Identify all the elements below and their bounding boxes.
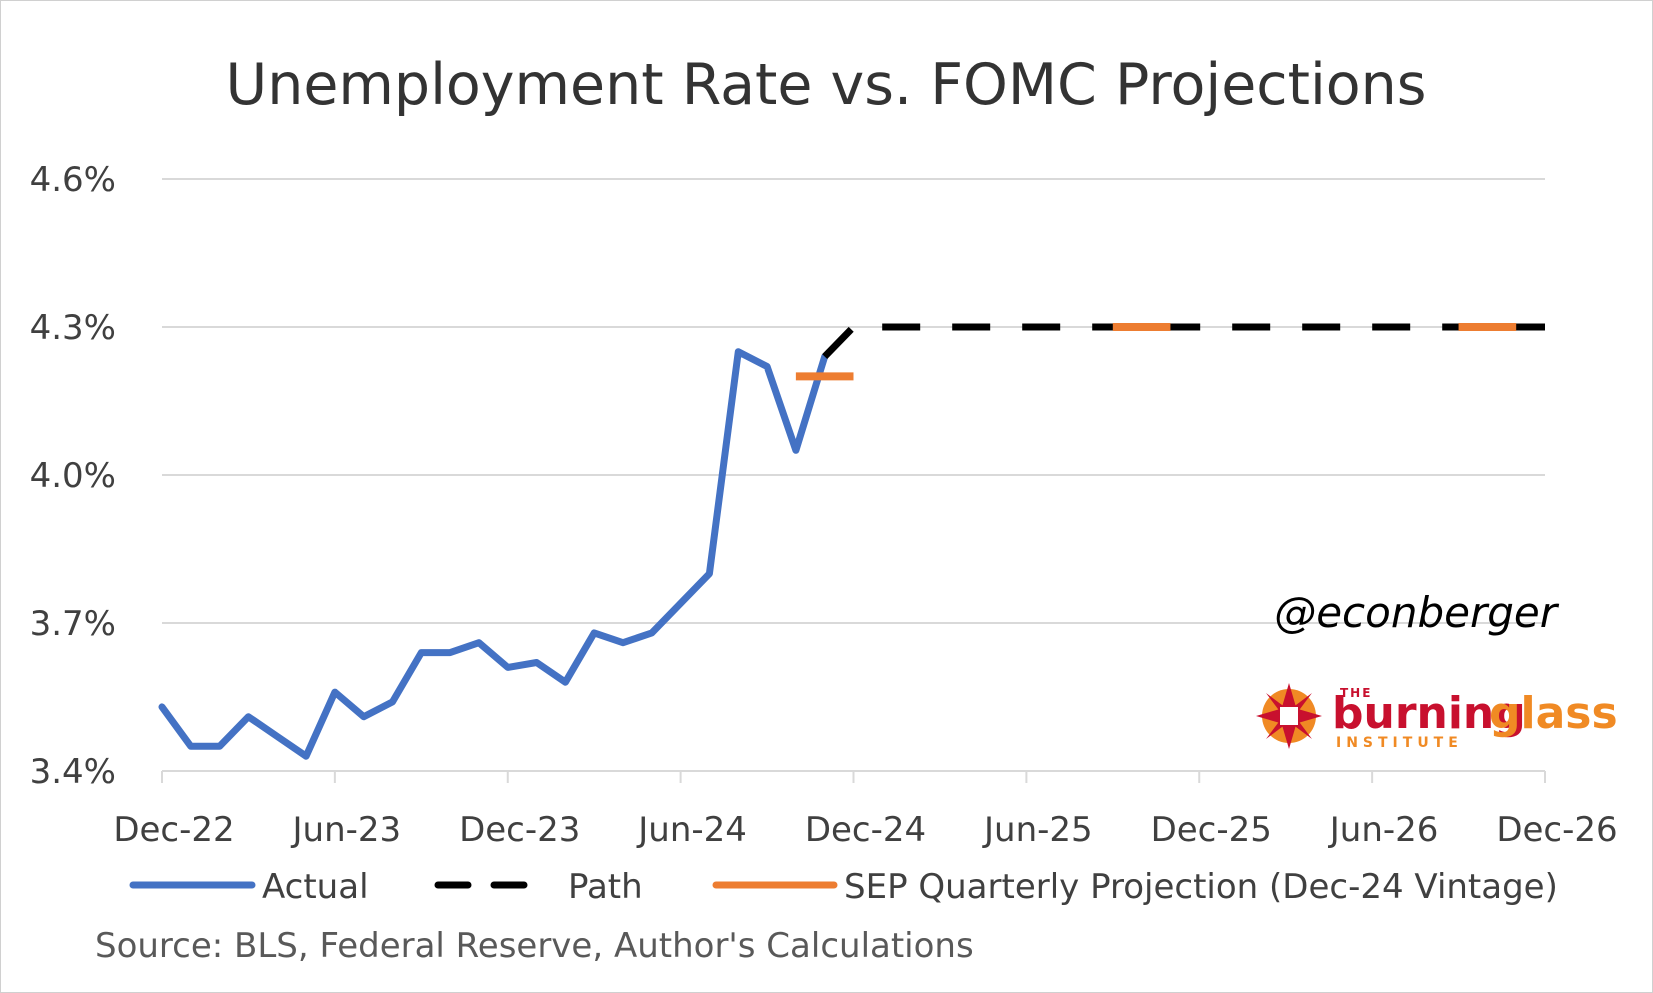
chart-title: Unemployment Rate vs. FOMC Projections [225, 52, 1426, 118]
logo-burning-text: burning [1332, 688, 1526, 739]
x-tick-label: Dec-24 [805, 810, 926, 850]
logo-the-text: THE [1340, 686, 1372, 700]
logo-institute-text: INSTITUTE [1336, 735, 1463, 751]
legend: Actual Path SEP Quarterly Projection (De… [129, 867, 1558, 907]
logo-glass-text: glass [1489, 688, 1618, 739]
x-tick-label: Dec-25 [1151, 810, 1272, 850]
x-tick-label: Jun-26 [1328, 810, 1439, 850]
legend-path-label: Path [568, 867, 643, 907]
x-tick-label: Dec-26 [1496, 810, 1617, 850]
x-tick-label: Jun-24 [636, 810, 747, 850]
x-tick-label: Jun-23 [291, 810, 402, 850]
plot-area [158, 323, 1545, 760]
y-tick-label: 3.7% [30, 604, 116, 644]
source-note: Source: BLS, Federal Reserve, Author's C… [95, 926, 974, 966]
actual-series-line [158, 348, 829, 760]
x-axis: Dec-22 Jun-23 Dec-23 Jun-24 Dec-24 Jun-25 Dec-… [113, 770, 1618, 850]
x-tick-label: Dec-22 [113, 810, 234, 850]
y-axis-ticks: 3.4% 3.7% 4.0% 4.3% 4.6% [30, 160, 116, 792]
burning-glass-logo: THE burning glass INSTITUTE [1256, 683, 1618, 751]
path-series-line [822, 323, 1545, 360]
y-tick-label: 4.6% [30, 160, 116, 200]
author-handle: @econberger [1274, 588, 1560, 637]
x-tick-label: Dec-23 [459, 810, 580, 850]
x-tick-label: Jun-25 [982, 810, 1093, 850]
legend-actual-label: Actual [262, 867, 369, 907]
y-tick-label: 4.0% [30, 456, 116, 496]
starburst-logo-icon [1256, 683, 1322, 749]
legend-sep-label: SEP Quarterly Projection (Dec-24 Vintage… [844, 867, 1558, 907]
y-tick-label: 3.4% [30, 752, 116, 792]
y-tick-label: 4.3% [30, 308, 116, 348]
gridlines [162, 178, 1545, 624]
